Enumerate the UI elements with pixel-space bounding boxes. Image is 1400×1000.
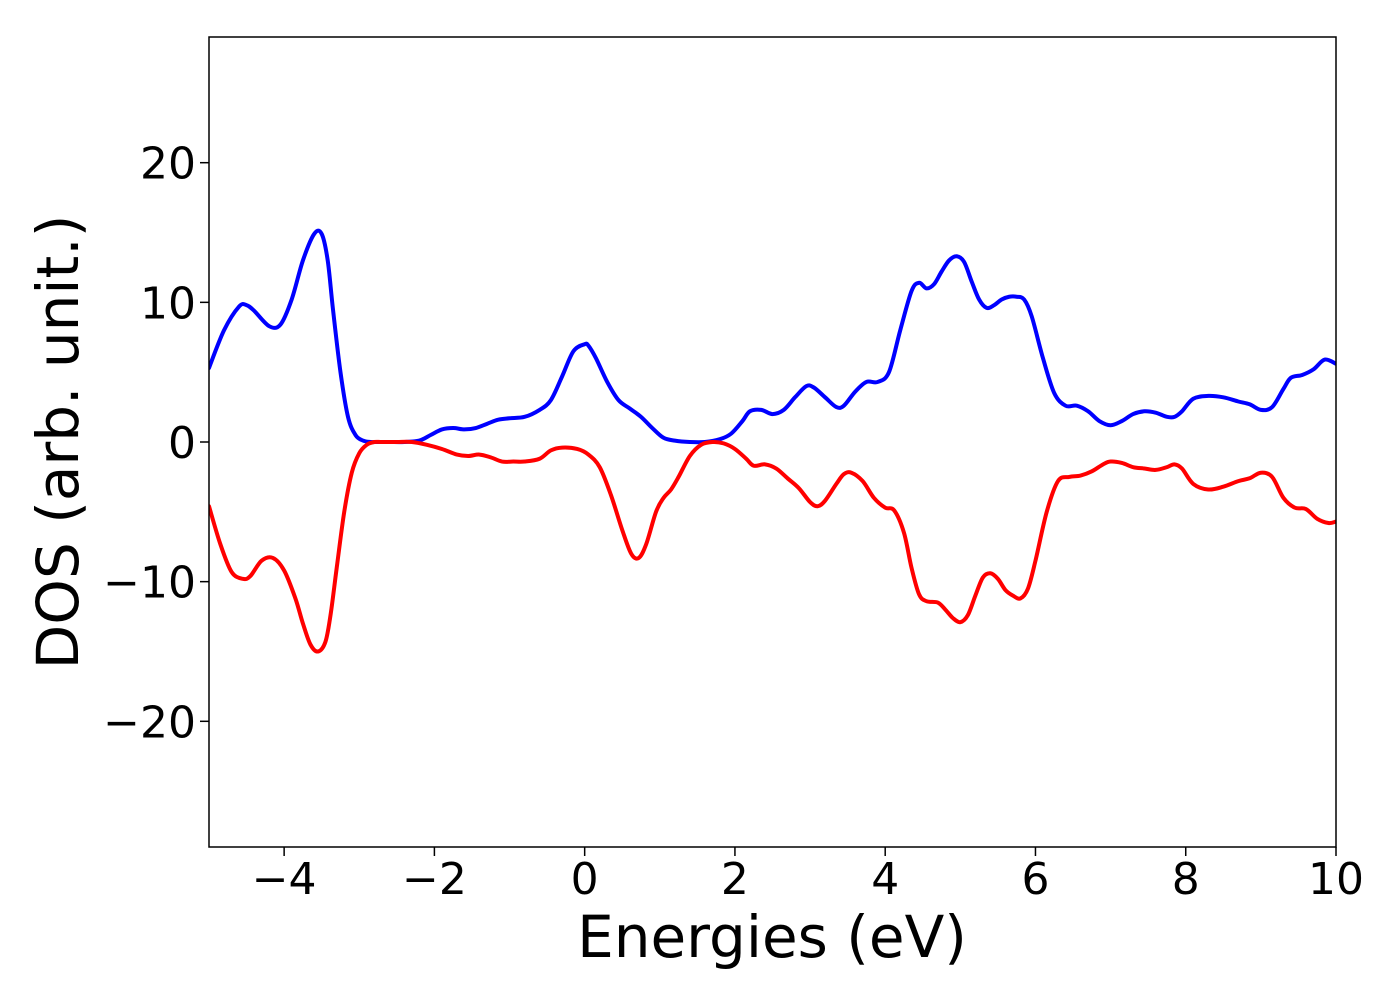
x-tick-label: −2 bbox=[402, 854, 467, 905]
x-axis: −4 −2 0 2 4 6 8 10 bbox=[252, 847, 1364, 905]
x-tick-label: 8 bbox=[1172, 854, 1200, 905]
series-layer bbox=[209, 228, 1336, 654]
y-axis: −20 −10 0 10 20 bbox=[103, 139, 209, 748]
x-tick-label: 6 bbox=[1021, 854, 1049, 905]
x-tick-label: 10 bbox=[1308, 854, 1364, 905]
y-tick-label: 20 bbox=[140, 139, 196, 190]
x-tick-label: 2 bbox=[721, 854, 749, 905]
x-tick-label: −4 bbox=[252, 854, 317, 905]
y-tick-label: 10 bbox=[140, 278, 196, 329]
x-tick-label: 0 bbox=[571, 854, 599, 905]
x-tick-label: 4 bbox=[871, 854, 899, 905]
y-tick-label: 0 bbox=[168, 418, 196, 469]
y-tick-label: −20 bbox=[103, 697, 196, 748]
x-axis-title: Energies (eV) bbox=[577, 903, 967, 971]
y-axis-title: DOS (arb. unit.) bbox=[24, 215, 92, 670]
series-line-2 bbox=[209, 439, 1336, 654]
y-tick-label: −10 bbox=[103, 558, 196, 609]
